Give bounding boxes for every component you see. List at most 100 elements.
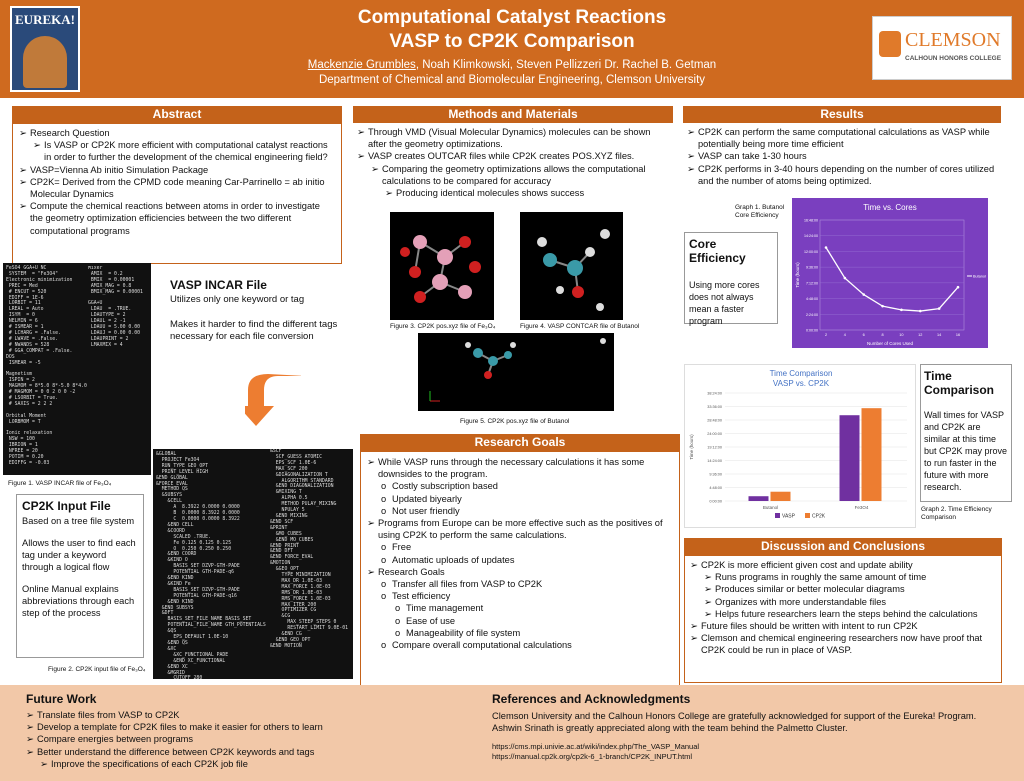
graph1-x-tick: 10 bbox=[899, 333, 903, 337]
graph2-time-comparison: Time Comparison VASP vs. CP2K 0:00:00 4:48:… bbox=[684, 364, 916, 528]
graph1-xlabel: Number of Cores Used bbox=[867, 341, 914, 346]
reference-link-2[interactable]: https://manual.cp2k.org/cp2k-6_1-branch/… bbox=[492, 752, 693, 762]
cp2k-input-line2: Allows the user to find each tag under a… bbox=[22, 538, 136, 572]
results-bullet-icon: ➢ bbox=[687, 127, 695, 137]
results-item-text: CP2K can perform the same computational … bbox=[698, 127, 990, 150]
department: Department of Chemical and Biomolecular … bbox=[318, 74, 706, 86]
fe3o4-molecule-icon bbox=[400, 235, 481, 303]
graph1-point bbox=[843, 276, 847, 280]
future-work-item: ➢ Compare energies between programs bbox=[26, 733, 466, 745]
future-work-item-text: Better understand the difference between… bbox=[37, 746, 315, 757]
goals-item-text: Compare overall computational calculatio… bbox=[392, 640, 572, 651]
graph2-y-tick: 33:36:00 bbox=[707, 405, 722, 409]
goals-bullet-icon: o bbox=[381, 591, 387, 602]
research-goals-section: Research Goals ➢ While VASP runs through … bbox=[360, 434, 680, 687]
abstract-item: ➢ Is VASP or CP2K more efficient with com… bbox=[33, 139, 335, 163]
discussion-bullet-icon: ➢ bbox=[704, 596, 712, 607]
results-item: ➢ CP2K can perform the same computational… bbox=[687, 126, 997, 150]
discussion-bullet-icon: ➢ bbox=[690, 560, 698, 570]
graph1-ylabel: Time (hours) bbox=[795, 262, 800, 288]
goals-bullet-icon: o bbox=[381, 579, 387, 590]
abstract-item-text: CP2K= Derived from the CPMD code meaning… bbox=[30, 176, 325, 200]
graph1-x-tick: 16 bbox=[956, 333, 960, 337]
goals-item-text: Automatic uploads of updates bbox=[392, 554, 515, 565]
discussion-body: ➢ CP2K is more efficient given cost and u… bbox=[684, 555, 1002, 683]
goals-item: o Manageability of file system bbox=[395, 627, 673, 639]
methods-bullet-icon: ➢ bbox=[385, 188, 393, 199]
methods-item-text: Through VMD (Visual Molecular Dynamics) … bbox=[368, 127, 651, 150]
discussion-item-text: CP2K is more efficient given cost and up… bbox=[701, 560, 913, 570]
clemson-logo: CLEMSON CALHOUN HONORS COLLEGE bbox=[872, 16, 1012, 80]
discussion-item-text: Clemson and chemical engineering researc… bbox=[701, 633, 983, 656]
graph1-y-tick: 4:48:00 bbox=[806, 297, 818, 301]
graph1-x-tick: 2 bbox=[825, 333, 827, 337]
figure1-caption: Figure 1. VASP INCAR file of Fe₃O₄ bbox=[8, 480, 112, 487]
results-body: ➢ CP2K can perform the same computational… bbox=[683, 123, 1001, 190]
graph2-bar bbox=[861, 408, 882, 501]
figure5-caption: Figure 5. CP2K pos.xyz file of Butanol bbox=[460, 418, 570, 425]
graph2-legend-label: CP2K bbox=[812, 514, 826, 520]
abstract-bullet-icon: ➢ bbox=[19, 128, 27, 138]
reference-link-1[interactable]: https://cms.mpi.univie.ac.at/wiki/index.… bbox=[492, 742, 700, 752]
goals-item-text: Ease of use bbox=[406, 615, 456, 626]
time-comparison-callout: Time Comparison Wall times for VASP and … bbox=[920, 364, 1012, 502]
methods-item-text: VASP creates OUTCAR files while CP2K cre… bbox=[368, 151, 635, 162]
results-item: ➢ CP2K performs in 3-40 hours depending o… bbox=[687, 163, 997, 187]
graph2-bar bbox=[748, 496, 769, 501]
arrow-icon bbox=[238, 365, 306, 435]
goals-item-text: Programs from Europe can be more effecti… bbox=[378, 518, 663, 541]
discussion-item: ➢ Runs programs in roughly the same amoun… bbox=[704, 571, 996, 583]
goals-item-text: Research Goals bbox=[378, 566, 445, 577]
goals-bullet-icon: o bbox=[381, 505, 387, 516]
graph1-y-tick: 9:36:00 bbox=[806, 266, 818, 270]
goals-item: ➢ Programs from Europe can be more effect… bbox=[367, 517, 673, 541]
graph1-point bbox=[937, 307, 941, 310]
graph1-point bbox=[862, 293, 866, 296]
future-work-heading: Future Work bbox=[26, 692, 97, 706]
core-efficiency-callout: Core Efficiency Using more cores does no… bbox=[684, 232, 778, 326]
graph1-title: Time vs. Cores bbox=[863, 203, 917, 212]
figure2-caption: Figure 2. CP2K input file of Fe₃O₄ bbox=[48, 666, 146, 673]
graph1-point bbox=[881, 304, 884, 308]
graph2-ylabel: Time (hours) bbox=[689, 434, 694, 460]
graph1-point bbox=[900, 308, 903, 312]
goals-bullet-icon: ➢ bbox=[367, 457, 375, 467]
graph1-time-vs-cores: Time vs. Cores 0:00:00 2:24:00 4:48:00 7:12:… bbox=[792, 198, 988, 348]
graph1-plot-area bbox=[819, 219, 965, 331]
abstract-item: ➢ Research Question bbox=[19, 127, 335, 139]
future-work-item-text: Translate files from VASP to CP2K bbox=[37, 710, 180, 720]
results-bullet-icon: ➢ bbox=[687, 151, 695, 162]
graph1-y-tick: 0:00:00 bbox=[806, 329, 818, 333]
goals-item-text: Costly subscription based bbox=[392, 481, 498, 492]
abstract-section: Abstract ➢ Research Question ➢ Is VASP or C… bbox=[12, 106, 342, 264]
graph1-point bbox=[956, 285, 960, 289]
graph2-bar bbox=[770, 491, 791, 501]
future-work-item: ➢ Improve the specifications of each CP2K… bbox=[40, 758, 466, 770]
graph1-legend-label: Butanol bbox=[973, 275, 986, 279]
future-work-body: ➢ Translate files from VASP to CP2K ➢ Devel… bbox=[26, 709, 466, 770]
goals-item: o Automatic uploads of updates bbox=[381, 554, 673, 566]
graph1-y-tick: 16:48:00 bbox=[804, 219, 818, 223]
cp2k-input-title: CP2K Input File bbox=[22, 499, 111, 513]
graph2-y-tick: 9:36:00 bbox=[709, 473, 722, 477]
methods-item-text: Comparing the geometry optimizations all… bbox=[382, 163, 646, 186]
goals-item: o Not user friendly bbox=[381, 505, 673, 517]
goals-item: o Time management bbox=[395, 602, 673, 614]
future-work-bullet-icon: ➢ bbox=[40, 758, 48, 769]
goals-item: o Ease of use bbox=[395, 615, 673, 627]
graph1-series-line bbox=[825, 247, 959, 312]
graph1-point bbox=[918, 309, 922, 313]
discussion-heading: Discussion and Conclusions bbox=[684, 538, 1002, 555]
abstract-bullet-icon: ➢ bbox=[19, 201, 27, 212]
butanol-vasp-image bbox=[520, 212, 623, 320]
discussion-item-text: Runs programs in roughly the same amount… bbox=[715, 572, 927, 583]
goals-item-text: Free bbox=[392, 542, 412, 553]
fe3o4-molecule-image bbox=[390, 212, 494, 320]
goals-bullet-icon: ➢ bbox=[367, 518, 375, 529]
methods-item: ➢ Through VMD (Visual Molecular Dynamics)… bbox=[357, 126, 669, 150]
time-comparison-title: Time Comparison bbox=[924, 369, 995, 397]
graph2-x-tick: Butanol bbox=[763, 505, 778, 510]
future-work-item: ➢ Translate files from VASP to CP2K bbox=[26, 709, 466, 721]
results-item: ➢ VASP can take 1-30 hours bbox=[687, 150, 997, 162]
abstract-item: ➢ Compute the chemical reactions between … bbox=[19, 200, 335, 237]
